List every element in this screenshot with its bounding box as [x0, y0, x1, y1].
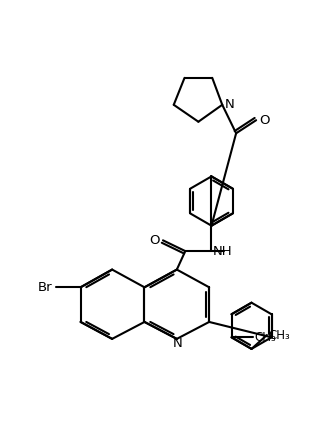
Text: NH: NH	[213, 245, 233, 257]
Text: N: N	[173, 336, 182, 350]
Text: CH₃: CH₃	[269, 329, 290, 342]
Text: O: O	[259, 114, 270, 127]
Text: O: O	[149, 234, 160, 247]
Text: CH₃: CH₃	[255, 331, 276, 344]
Text: N: N	[224, 98, 234, 111]
Text: Br: Br	[38, 281, 52, 294]
